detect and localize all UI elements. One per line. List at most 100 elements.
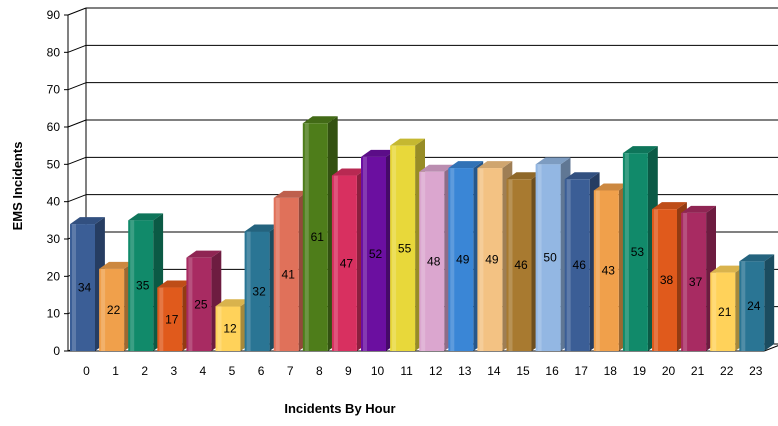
x-tick-label: 6 (258, 364, 265, 378)
bar-front (681, 212, 707, 351)
bar-front (535, 164, 561, 351)
bar-highlight (712, 272, 717, 351)
data-label: 12 (223, 322, 237, 336)
bar-front (390, 145, 416, 351)
y-tick-label: 80 (47, 45, 61, 59)
bar-top (157, 280, 193, 288)
bar-highlight (595, 190, 600, 351)
x-tick-label: 22 (720, 364, 734, 378)
x-tick-label: 15 (516, 364, 530, 378)
data-label: 17 (165, 312, 179, 326)
x-tick-label: 16 (545, 364, 559, 378)
data-label: 38 (660, 273, 674, 287)
y-tick-label: 50 (47, 157, 61, 171)
data-label: 52 (369, 247, 383, 261)
data-label: 24 (747, 299, 761, 313)
data-label: 53 (631, 245, 645, 259)
bar-highlight (188, 257, 193, 351)
bar-top (535, 157, 571, 165)
data-label: 50 (543, 251, 557, 265)
gridline-diagonal (67, 82, 87, 91)
bar-front (593, 190, 619, 351)
y-tick-label: 40 (47, 195, 61, 209)
x-tick-label: 7 (287, 364, 294, 378)
bar-highlight (508, 179, 513, 351)
x-tick-label: 20 (662, 364, 676, 378)
bars: 34 22 35 17 25 12 32 41 61 47 52 55 48 49 49 46 50 46 43 53… (70, 116, 775, 352)
bar-highlight (130, 220, 135, 351)
data-label: 34 (78, 281, 92, 295)
gridline-diagonal (67, 156, 87, 165)
data-label: 43 (602, 264, 616, 278)
bar-front (564, 179, 590, 351)
x-tick-label: 19 (633, 364, 647, 378)
bar-highlight (450, 168, 455, 351)
bar-top (273, 190, 309, 198)
bar-front (506, 179, 532, 351)
y-tick-label: 10 (47, 307, 61, 321)
data-label: 21 (718, 305, 732, 319)
bar-front (710, 272, 736, 351)
bar (622, 146, 658, 351)
bar-top (302, 116, 338, 124)
data-label: 46 (573, 258, 587, 272)
bar-highlight (624, 153, 629, 351)
bar-highlight (304, 123, 309, 352)
bar-front (215, 306, 241, 351)
x-tick-label: 11 (400, 364, 413, 378)
bar-highlight (363, 156, 367, 351)
bar-front (273, 197, 299, 351)
data-label: 47 (340, 256, 354, 270)
x-tick-label: 3 (170, 364, 177, 378)
bar-highlight (654, 209, 658, 351)
x-tick-label: 0 (83, 364, 90, 378)
bar-top (128, 213, 164, 221)
x-tick-label: 9 (345, 364, 352, 378)
y-tick-labels: 0 10 20 30 40 50 60 70 80 90 (47, 8, 61, 358)
data-label: 49 (485, 253, 499, 267)
data-label: 41 (282, 267, 296, 281)
bar-highlight (275, 197, 280, 351)
data-label: 37 (689, 275, 703, 289)
bar-front (652, 209, 677, 351)
x-tick-label: 14 (487, 364, 501, 378)
x-tick-labels: 0 1 2 3 4 5 6 7 8 9 10 11 12 13 14 15 16 17 18 19 20 21 22 23 (83, 364, 763, 378)
bar-front (128, 220, 154, 351)
bar-top (564, 172, 600, 180)
gridline-diagonal (67, 119, 87, 128)
data-label: 49 (456, 253, 470, 267)
y-tick-label: 60 (47, 120, 61, 134)
x-tick-label: 18 (604, 364, 618, 378)
data-label: 48 (427, 254, 441, 268)
bar (128, 213, 164, 351)
y-tick-label: 90 (47, 8, 61, 22)
bar-highlight (537, 164, 542, 351)
x-tick-label: 13 (458, 364, 472, 378)
x-tick-label: 5 (229, 364, 236, 378)
bar-highlight (217, 306, 222, 351)
y-tick-label: 70 (47, 83, 61, 97)
bar-front (157, 287, 183, 351)
bar-top (477, 161, 513, 169)
bar-front (448, 168, 474, 351)
bar-top (448, 161, 484, 169)
bar-top (506, 172, 542, 180)
x-tick-label: 21 (691, 364, 705, 378)
x-tick-label: 8 (316, 364, 323, 378)
bar-front (622, 153, 648, 351)
gridline-diagonal (67, 7, 87, 16)
y-tick-label: 30 (47, 232, 61, 246)
bar-top (419, 164, 455, 172)
floor-edge-line (764, 345, 778, 352)
y-tick-label: 20 (47, 269, 61, 283)
bar (70, 217, 105, 351)
bar-top (361, 149, 396, 157)
bar (739, 254, 775, 351)
data-label: 32 (252, 284, 266, 298)
data-label: 61 (311, 230, 325, 244)
bar-highlight (159, 287, 164, 351)
gridline-diagonal (67, 44, 87, 53)
bar-highlight (72, 224, 76, 351)
